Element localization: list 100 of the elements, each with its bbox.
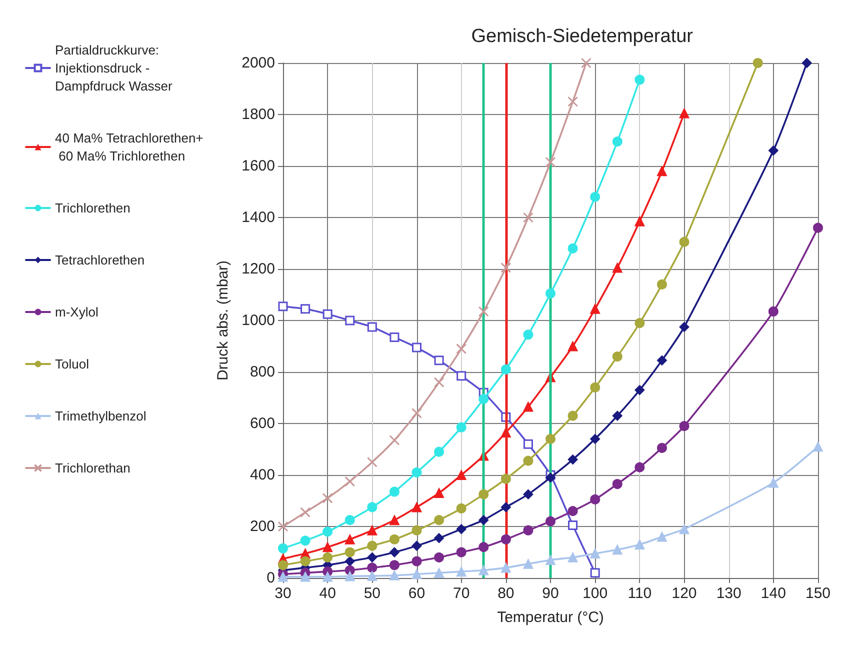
point <box>434 488 444 498</box>
point <box>456 524 466 534</box>
point <box>612 479 622 490</box>
y-tick-label: 800 <box>250 364 275 380</box>
legend-label: Partialdruckkurve: Injektionsdruck - Dampfdruck Wasser <box>55 42 173 94</box>
point <box>546 516 556 526</box>
point <box>367 570 378 581</box>
point <box>456 547 466 558</box>
point <box>656 532 667 542</box>
point <box>568 341 578 352</box>
point <box>679 322 690 332</box>
y-axis-title: Druck abs. (mbar) <box>214 260 232 381</box>
point <box>389 547 400 558</box>
point <box>389 515 400 526</box>
point <box>434 446 444 457</box>
point <box>752 58 763 68</box>
point <box>500 562 511 573</box>
point <box>679 524 690 534</box>
point <box>500 262 512 273</box>
point <box>367 562 378 573</box>
point <box>390 332 400 342</box>
point <box>389 434 400 446</box>
point <box>478 565 489 576</box>
point <box>590 568 600 578</box>
point <box>456 344 467 354</box>
point <box>344 556 355 566</box>
point <box>590 192 600 202</box>
y-tick-label: 1200 <box>242 260 275 278</box>
y-tick-label: 200 <box>250 518 275 535</box>
point <box>412 540 422 551</box>
x-tick-label: 70 <box>452 585 470 602</box>
point <box>813 442 823 452</box>
point <box>278 543 288 554</box>
point <box>768 306 778 316</box>
point <box>568 506 578 516</box>
x-tick-label: 140 <box>760 585 786 602</box>
point <box>523 525 534 536</box>
point <box>546 288 556 298</box>
point <box>546 434 556 444</box>
y-tick-label: 0 <box>266 570 275 586</box>
x-tick-label: 150 <box>805 585 831 602</box>
point <box>344 547 355 558</box>
point <box>523 558 534 569</box>
point <box>523 439 533 449</box>
point <box>634 318 645 328</box>
point <box>278 560 288 570</box>
point <box>344 534 355 544</box>
point <box>478 542 489 552</box>
point <box>434 515 444 526</box>
point <box>412 467 422 478</box>
legend-label: 40 Ma% Tetrachlorethen+ 60 Ma% Trichlorethen <box>55 130 204 164</box>
point <box>344 476 356 487</box>
y-tick-label: 1000 <box>242 312 275 329</box>
point <box>612 262 622 273</box>
x-tick-label: 120 <box>672 585 697 602</box>
point <box>300 507 311 518</box>
x-tick-label: 80 <box>498 585 514 602</box>
point <box>366 456 378 468</box>
point <box>344 571 355 582</box>
x-tick-label: 130 <box>716 585 742 602</box>
y-tick-label: 2000 <box>242 54 275 72</box>
point <box>546 472 556 483</box>
point <box>679 421 690 432</box>
point <box>568 552 578 562</box>
point <box>590 434 600 444</box>
point <box>456 422 466 432</box>
point <box>434 568 444 578</box>
point <box>322 492 333 504</box>
point <box>478 394 489 404</box>
point <box>580 58 592 68</box>
point <box>802 58 812 68</box>
point <box>300 304 310 314</box>
y-tick-label: 1600 <box>242 158 275 174</box>
point <box>322 309 332 319</box>
point <box>412 569 422 580</box>
x-axis-title: Temperatur (°C) <box>497 609 604 626</box>
y-tick-label: 1800 <box>242 106 275 123</box>
y-tick-label: 1400 <box>242 209 275 226</box>
y-tick-label: 400 <box>250 466 275 484</box>
point <box>612 136 622 147</box>
point <box>434 552 444 562</box>
point <box>612 352 622 362</box>
legend-label: m-Xylol <box>55 304 98 320</box>
point <box>634 540 645 550</box>
point <box>278 302 288 312</box>
point <box>656 279 667 290</box>
point <box>523 489 534 500</box>
point <box>523 456 534 466</box>
point <box>500 474 511 484</box>
x-tick-label: 30 <box>274 585 292 602</box>
point <box>389 560 400 570</box>
legend-label: Tetrachlorethen <box>55 252 145 268</box>
point <box>568 454 578 465</box>
legend-label: Trimethylbenzol <box>55 408 146 424</box>
point <box>478 515 489 526</box>
point <box>612 410 622 421</box>
point <box>434 356 444 366</box>
point <box>634 385 645 396</box>
point <box>434 533 444 544</box>
point <box>456 503 466 514</box>
